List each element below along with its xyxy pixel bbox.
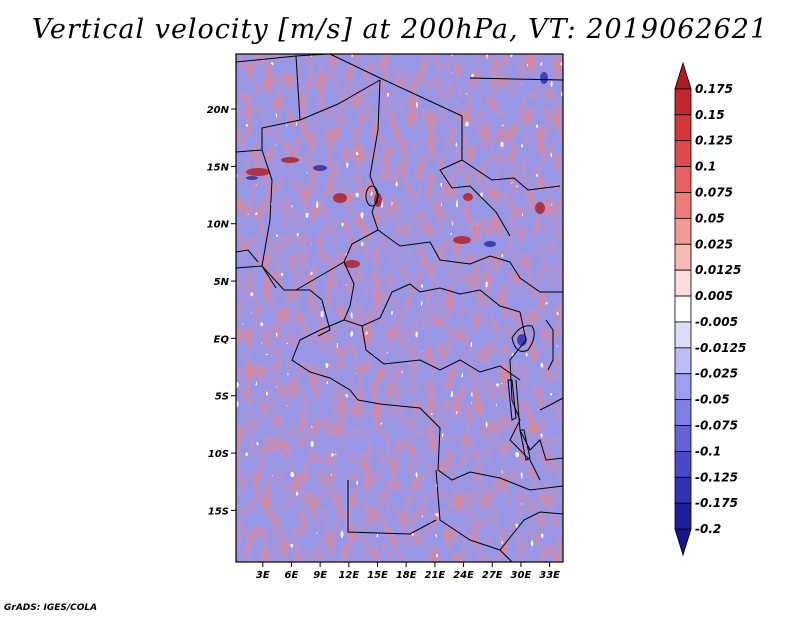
colorbar-label: -0.2 bbox=[695, 522, 721, 536]
colorbar-label: -0.075 bbox=[695, 419, 738, 433]
colorbar-swatch bbox=[674, 192, 692, 219]
lon-tick-label: 18E bbox=[396, 570, 417, 581]
colorbar-label: -0.1 bbox=[695, 444, 721, 458]
colorbar-swatch bbox=[674, 528, 692, 557]
colorbar-label: -0.025 bbox=[695, 367, 738, 381]
page-title: Vertical velocity [m/s] at 200hPa, VT: 2… bbox=[31, 14, 769, 45]
colorbar-swatch bbox=[674, 347, 692, 375]
colorbar-label: 0.0125 bbox=[695, 263, 741, 277]
colorbar-label: 0.125 bbox=[695, 134, 733, 148]
colorbar-label: -0.05 bbox=[695, 393, 730, 407]
lat-tick-label: 20N bbox=[207, 105, 230, 116]
colorbar-label: 0.025 bbox=[695, 237, 733, 251]
strong-updraft-cells bbox=[246, 157, 545, 268]
lat-tick-label: 15S bbox=[208, 506, 229, 517]
lon-tick-label: 15E bbox=[367, 570, 388, 581]
colorbar-label: -0.175 bbox=[695, 496, 738, 510]
colorbar-label: 0.1 bbox=[695, 160, 716, 174]
colorbar-swatch bbox=[674, 451, 692, 478]
lat-tick-label: 10N bbox=[207, 220, 230, 231]
colorbar-swatch bbox=[674, 61, 692, 90]
lon-tick-label: 9E bbox=[313, 570, 327, 581]
colorbar-label: 0.05 bbox=[695, 211, 725, 225]
colorbar-swatch bbox=[674, 114, 692, 142]
footer-credit: GrADS: IGES/COLA bbox=[4, 603, 98, 613]
lat-tick-label: 15N bbox=[207, 162, 230, 173]
colorbar-swatch bbox=[674, 140, 692, 167]
colorbar-swatch bbox=[674, 88, 692, 116]
lon-tick-label: 12E bbox=[338, 570, 359, 581]
colorbar-swatch bbox=[674, 269, 692, 297]
colorbar-swatch bbox=[674, 166, 692, 193]
colorbar-swatch bbox=[674, 502, 692, 530]
lat-tick-label: 5S bbox=[215, 392, 229, 403]
colorbar-label: 0.175 bbox=[695, 82, 733, 96]
lat-tick-label: 10S bbox=[208, 449, 229, 460]
colorbar-swatch bbox=[674, 373, 692, 401]
lon-tick-label: 3E bbox=[256, 570, 270, 581]
colorbar-label: 0.075 bbox=[695, 185, 733, 199]
lon-tick-label: 6E bbox=[285, 570, 299, 581]
colorbar-swatch bbox=[674, 425, 692, 452]
vertical-velocity-field bbox=[236, 54, 563, 562]
lon-tick-label: 21E bbox=[425, 570, 446, 581]
lon-tick-label: 33E bbox=[539, 570, 560, 581]
lon-tick-label: 24E bbox=[453, 570, 474, 581]
colorbar-swatch bbox=[674, 243, 692, 271]
colorbar-swatch bbox=[674, 399, 692, 426]
colorbar: 0.175 0.15 0.125 0.1 0.075 0.05 0.025 0.0125 0.0… bbox=[674, 61, 746, 557]
colorbar-label: -0.125 bbox=[695, 470, 738, 484]
lakes bbox=[365, 185, 535, 461]
lat-tick-label: 5N bbox=[214, 277, 230, 288]
latitude-axis: 20N 15N 10N 5N EQ 5S 10S 15S bbox=[207, 105, 236, 517]
colorbar-label: -0.0125 bbox=[695, 341, 746, 355]
colorbar-label: -0.005 bbox=[695, 315, 738, 329]
lat-tick-label: EQ bbox=[214, 334, 230, 345]
colorbar-swatch bbox=[674, 295, 692, 323]
map-frame bbox=[235, 53, 564, 563]
colorbar-swatch bbox=[674, 476, 692, 504]
country-borders bbox=[236, 54, 563, 562]
colorbar-label: 0.15 bbox=[695, 108, 725, 122]
strong-downdraft-cells bbox=[246, 72, 548, 346]
colorbar-swatch bbox=[674, 321, 692, 349]
colorbar-swatch bbox=[674, 217, 692, 245]
lon-tick-label: 27E bbox=[482, 570, 503, 581]
lon-tick-label: 30E bbox=[511, 570, 532, 581]
longitude-axis: 3E 6E 9E 12E 15E 18E 21E 24E 27E 30E 33E bbox=[256, 562, 560, 581]
colorbar-label: 0.005 bbox=[695, 289, 733, 303]
